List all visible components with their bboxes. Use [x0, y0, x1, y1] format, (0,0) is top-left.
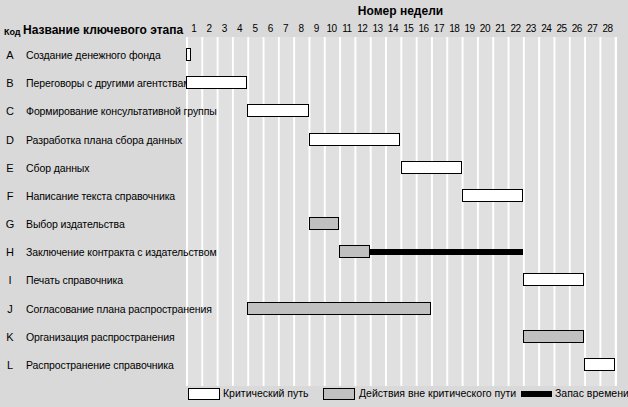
code-column-header: Код [4, 27, 21, 37]
gantt-bar-critical [584, 358, 615, 371]
task-code: K [0, 331, 20, 343]
task-name: Создание денежного фонда [26, 49, 161, 61]
task-name: Печать справочника [26, 274, 123, 286]
task-code: B [0, 77, 20, 89]
gantt-bar-noncritical [339, 245, 370, 258]
task-name: Разработка плана сбора данных [26, 134, 182, 146]
task-name: Согласование плана распространения [26, 303, 212, 315]
task-name: Выбор издательства [26, 218, 125, 230]
legend-swatch-noncritical [323, 388, 355, 400]
task-code: I [0, 274, 20, 286]
gantt-bar-critical [401, 161, 462, 174]
task-name: Распространение справочника [26, 359, 174, 371]
gantt-bar-critical [462, 189, 523, 202]
task-code: F [0, 190, 20, 202]
slack-bar [370, 249, 523, 255]
task-name: Написание текста справочника [26, 190, 175, 202]
legend-swatch-critical [188, 388, 220, 400]
gantt-bar-noncritical [309, 217, 340, 230]
gantt-bar-critical [247, 104, 308, 117]
task-code: G [0, 218, 20, 230]
task-code: L [0, 359, 20, 371]
legend-label: Запас времени [555, 387, 628, 399]
name-column-header: Название ключевого этапа [23, 23, 183, 37]
gantt-bar-critical [186, 76, 247, 89]
task-code: H [0, 246, 20, 258]
task-name: Организация распространения [26, 331, 175, 343]
task-code: J [0, 303, 20, 315]
task-code: E [0, 162, 20, 174]
gantt-bar-critical [309, 133, 401, 146]
gantt-bar-noncritical [247, 302, 431, 315]
gantt-chart-screen: Номер недели Код Название ключевого этап… [0, 0, 628, 407]
gantt-bar-critical [523, 273, 584, 286]
legend-label: Критический путь [223, 387, 309, 399]
task-name: Переговоры с другими агентствами [26, 77, 196, 89]
task-code: C [0, 105, 20, 117]
legend-swatch-slack [521, 391, 552, 397]
task-code: D [0, 134, 20, 146]
task-name: Сбор данных [26, 162, 89, 174]
task-code: A [0, 49, 20, 61]
legend-label: Действия вне критического пути [359, 387, 516, 399]
gantt-bar-critical [186, 48, 191, 61]
gantt-bar-noncritical [523, 330, 584, 343]
gantt-bars-layer [186, 0, 615, 407]
